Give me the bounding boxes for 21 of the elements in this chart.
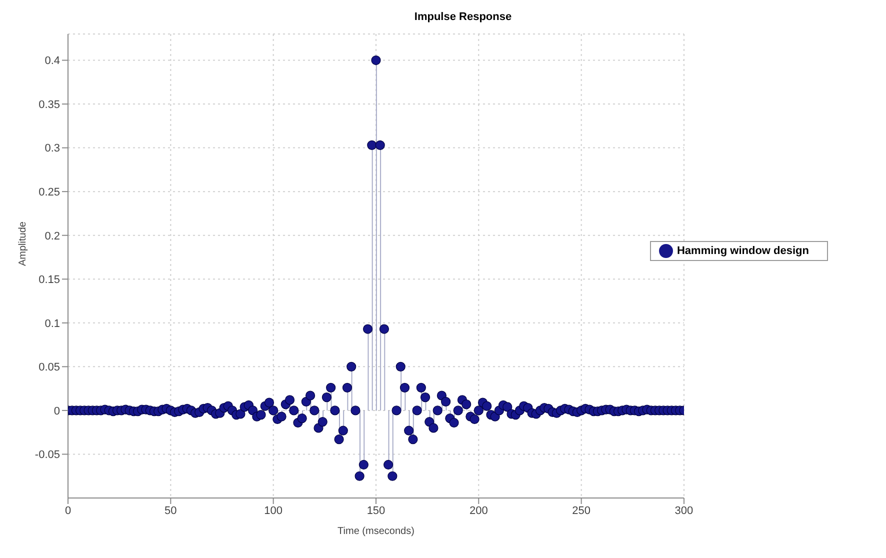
y-tick-label: 0.2 bbox=[44, 230, 60, 242]
y-tick-label: 0.05 bbox=[38, 362, 60, 374]
x-tick-label: 300 bbox=[674, 504, 694, 517]
y-tick-label: 0.3 bbox=[44, 142, 60, 155]
y-tick-label: 0.4 bbox=[44, 55, 60, 68]
x-tick-label: 150 bbox=[366, 504, 386, 517]
y-tick-label: -0.05 bbox=[34, 449, 60, 462]
y-tick-label: 0.25 bbox=[38, 186, 60, 198]
x-axis-title: Time (mseconds) bbox=[338, 526, 414, 537]
y-tick-label: 0.1 bbox=[44, 318, 60, 330]
y-axis-title: Amplitude bbox=[18, 221, 29, 266]
y-tick-label: 0 bbox=[54, 405, 60, 418]
y-tick-label: 0.15 bbox=[38, 274, 60, 286]
x-tick-label: 100 bbox=[264, 504, 283, 517]
x-tick-label: 50 bbox=[164, 504, 177, 517]
x-tick-label: 200 bbox=[469, 504, 488, 517]
y-tick-label: 0.35 bbox=[38, 98, 60, 111]
chart-title: Impulse Response bbox=[413, 10, 513, 25]
legend-label: Hamming window design bbox=[676, 244, 809, 257]
x-tick-label: 250 bbox=[572, 504, 590, 517]
x-tick-label: 0 bbox=[64, 504, 72, 517]
